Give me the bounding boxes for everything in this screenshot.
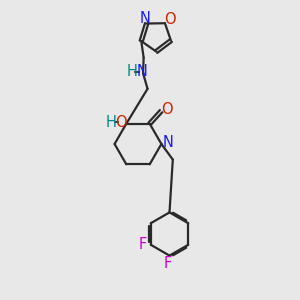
Text: O: O: [161, 102, 172, 117]
Text: N: N: [163, 135, 173, 150]
Text: N: N: [137, 64, 148, 79]
Text: F: F: [164, 256, 172, 272]
Text: O: O: [164, 12, 175, 27]
Text: N: N: [140, 11, 151, 26]
Text: F: F: [138, 237, 146, 252]
Text: O: O: [115, 115, 127, 130]
Text: H: H: [126, 64, 137, 79]
Text: H: H: [105, 115, 116, 130]
